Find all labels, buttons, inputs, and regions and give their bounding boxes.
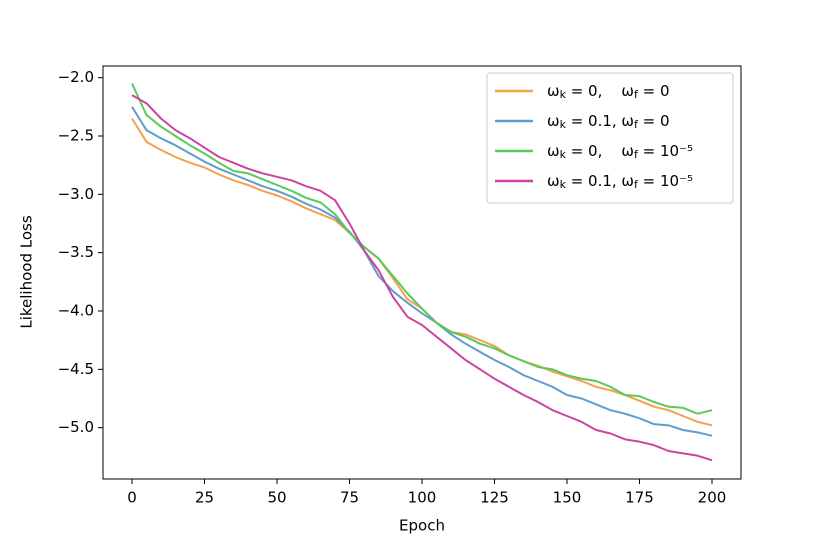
x-tick-label: 150	[553, 489, 582, 507]
x-tick-label: 125	[480, 489, 509, 507]
y-tick-label: −3.0	[58, 185, 94, 203]
y-tick-label: −2.0	[58, 68, 94, 86]
series-line	[131, 83, 713, 415]
legend-label: ωk = 0.1, ωf = 10⁻⁵	[547, 172, 693, 192]
x-tick-label: 50	[267, 489, 286, 507]
y-tick-label: −5.0	[58, 418, 94, 436]
x-tick-label: 200	[698, 489, 727, 507]
legend-box	[486, 72, 734, 204]
x-tick-label: 75	[340, 489, 359, 507]
legend-label: ωk = 0, ωf = 0	[547, 82, 670, 102]
x-tick-label: 100	[408, 489, 437, 507]
legend-label: ωk = 0, ωf = 10⁻⁵	[547, 142, 693, 162]
series-line	[131, 106, 713, 437]
x-axis-label: Epoch	[399, 517, 445, 535]
y-tick-label: −3.5	[58, 243, 94, 261]
legend-label: ωk = 0.1, ωf = 0	[547, 112, 670, 132]
y-tick-label: −2.5	[58, 127, 94, 145]
y-axis-label: Likelihood Loss	[18, 215, 36, 328]
series-line	[131, 94, 713, 462]
x-tick-label: 0	[127, 489, 137, 507]
y-tick-label: −4.0	[58, 302, 94, 320]
x-tick-label: 25	[195, 489, 214, 507]
y-tick-label: −4.5	[58, 360, 94, 378]
x-tick-label: 175	[625, 489, 654, 507]
